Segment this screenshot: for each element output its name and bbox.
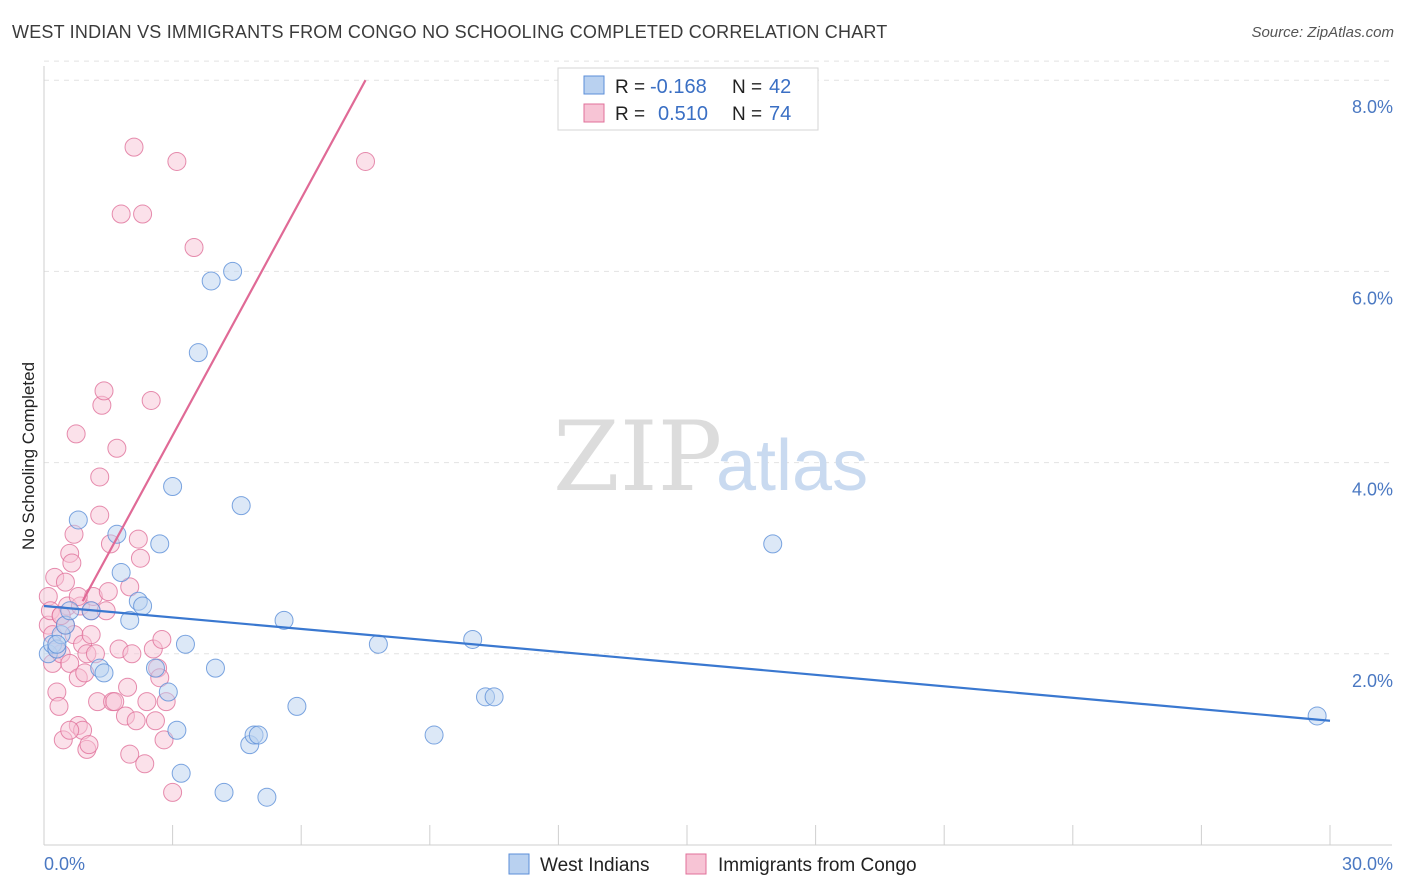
- y-tick-labels: 2.0% 4.0% 6.0% 8.0%: [1352, 97, 1393, 691]
- bottom-legend-swatch-west-indians: [508, 853, 530, 875]
- x-tick-label-end: 30.0%: [1342, 854, 1393, 874]
- chart-title: WEST INDIAN VS IMMIGRANTS FROM CONGO NO …: [12, 22, 888, 42]
- point-congo: [60, 720, 80, 740]
- point-congo: [94, 381, 114, 401]
- point-west-indians: [424, 725, 444, 745]
- point-congo: [66, 424, 86, 444]
- y-axis-label: No Schooling Completed: [19, 362, 38, 550]
- point-west-indians: [287, 696, 307, 716]
- legend-n-label-1: N =: [732, 77, 762, 98]
- point-congo: [107, 438, 127, 458]
- point-congo: [60, 653, 80, 673]
- point-congo: [184, 238, 204, 257]
- legend-n-label-2: N =: [732, 104, 762, 125]
- point-congo: [145, 711, 165, 731]
- point-congo: [49, 696, 69, 716]
- x-tick-label-start: 0.0%: [44, 854, 85, 874]
- point-west-indians: [484, 687, 504, 707]
- point-west-indians: [47, 634, 67, 654]
- point-congo: [154, 730, 174, 750]
- point-congo: [133, 204, 153, 224]
- point-west-indians: [111, 563, 131, 583]
- source-label: Source: ZipAtlas.com: [1251, 24, 1394, 41]
- legend-r-label-2: R =: [615, 104, 645, 125]
- point-west-indians: [158, 682, 178, 702]
- point-congo: [118, 677, 138, 697]
- bottom-legend-swatch-congo: [685, 853, 707, 875]
- point-west-indians: [171, 763, 191, 783]
- point-west-indians: [94, 663, 114, 683]
- point-congo: [105, 692, 125, 712]
- legend-r-value-1: -0.168: [650, 76, 707, 98]
- point-congo: [98, 582, 118, 602]
- point-congo: [81, 625, 101, 645]
- point-west-indians: [120, 610, 140, 630]
- axes: [43, 66, 1392, 846]
- point-congo: [111, 204, 131, 224]
- point-west-indians: [763, 534, 783, 554]
- legend-swatch-congo: [583, 103, 605, 123]
- watermark-atlas: atlas: [716, 426, 868, 506]
- point-congo: [135, 754, 155, 774]
- point-west-indians: [1307, 706, 1327, 726]
- point-west-indians: [201, 271, 221, 291]
- point-congo: [128, 529, 148, 549]
- y-tick-label: 8.0%: [1352, 97, 1393, 117]
- point-west-indians: [60, 601, 80, 621]
- point-west-indians: [175, 634, 195, 654]
- point-west-indians: [223, 261, 243, 281]
- bottom-legend-label-congo: Immigrants from Congo: [718, 855, 917, 876]
- series-legend: West Indians Immigrants from Congo: [508, 853, 917, 876]
- point-west-indians: [163, 477, 183, 496]
- point-congo: [163, 782, 183, 802]
- point-west-indians: [274, 610, 294, 630]
- point-west-indians: [145, 658, 165, 678]
- point-west-indians: [68, 510, 88, 530]
- point-congo: [120, 744, 140, 764]
- point-congo: [79, 735, 99, 755]
- point-congo: [130, 548, 150, 568]
- bottom-legend-label-west-indians: West Indians: [540, 855, 649, 876]
- legend-r-value-2: 0.510: [658, 103, 708, 125]
- point-west-indians: [150, 534, 170, 554]
- x-tick-labels: 0.0% 30.0%: [44, 854, 1393, 874]
- point-congo: [167, 151, 187, 171]
- point-congo: [124, 137, 144, 157]
- point-congo: [122, 644, 142, 664]
- legend-swatch-west-indians: [583, 75, 605, 95]
- point-congo: [141, 390, 161, 410]
- point-west-indians: [188, 343, 208, 363]
- trend-lines: [43, 79, 1331, 722]
- legend-r-label-1: R =: [615, 77, 645, 98]
- point-west-indians: [167, 720, 187, 740]
- point-congo: [90, 467, 110, 487]
- y-tick-label: 4.0%: [1352, 480, 1393, 500]
- trend-line-congo: [81, 79, 367, 602]
- point-congo: [90, 505, 110, 525]
- point-west-indians: [368, 634, 388, 654]
- point-west-indians: [248, 725, 268, 745]
- point-congo: [62, 553, 82, 573]
- trend-line-west-indians: [43, 604, 1331, 722]
- point-congo: [356, 151, 375, 171]
- point-congo: [126, 711, 146, 731]
- point-west-indians: [214, 782, 234, 802]
- point-congo: [152, 629, 172, 649]
- legend-n-value-2: 74: [769, 103, 791, 125]
- stats-legend: R = -0.168 N = 42 R = 0.510 N = 74: [557, 67, 819, 131]
- point-west-indians: [133, 596, 153, 616]
- y-tick-label: 6.0%: [1352, 288, 1393, 308]
- point-west-indians: [257, 787, 277, 807]
- y-tick-label: 2.0%: [1352, 671, 1393, 691]
- data-points: [38, 137, 1327, 807]
- point-congo: [137, 692, 157, 712]
- legend-n-value-1: 42: [769, 76, 791, 98]
- point-west-indians: [205, 658, 225, 678]
- point-congo: [55, 572, 75, 592]
- watermark-zip: ZIP: [553, 401, 722, 513]
- point-west-indians: [231, 496, 251, 516]
- grid-lines: [44, 60, 1392, 655]
- point-congo: [120, 577, 140, 597]
